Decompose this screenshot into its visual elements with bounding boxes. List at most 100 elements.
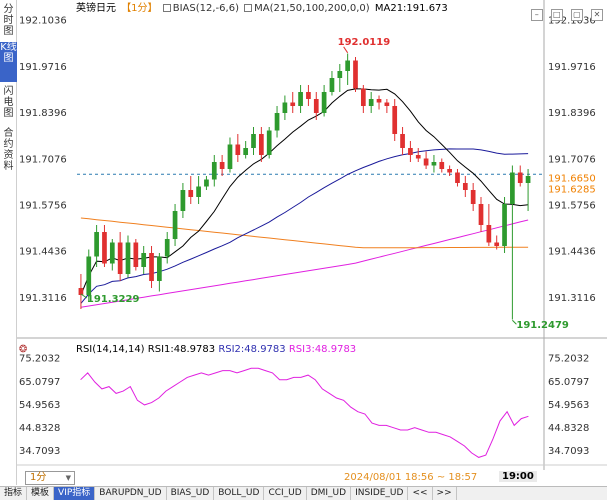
candle-body bbox=[376, 99, 382, 103]
rsi-tick-label-left: 65.0797 bbox=[19, 377, 60, 388]
price-tick-label-right: 191.5756 bbox=[548, 201, 596, 212]
candle-body bbox=[510, 172, 515, 204]
candle-body bbox=[188, 190, 194, 197]
ma21-line bbox=[80, 88, 529, 296]
candle-body bbox=[298, 92, 303, 106]
indicator-tab-bar: 指标 模板 VIP指标 BARUPDN_UD BIAS_UD BOLL_UD C… bbox=[0, 486, 607, 500]
candle-body bbox=[439, 162, 445, 169]
tab-boll[interactable]: BOLL_UD bbox=[214, 487, 265, 500]
candle-body bbox=[86, 256, 92, 295]
time-range-readout: 2024/08/01 18:56 ~ 18:57 bbox=[344, 472, 478, 483]
price-tick-label-left: 191.4436 bbox=[19, 247, 67, 258]
rsi-tick-label-right: 75.2032 bbox=[548, 354, 589, 365]
candle-body bbox=[502, 204, 507, 246]
rsi-tick-label-left: 54.9563 bbox=[19, 400, 60, 411]
restore-icon[interactable]: □ bbox=[550, 9, 563, 21]
minimize-icon[interactable]: – bbox=[530, 9, 543, 21]
candle-body bbox=[368, 99, 374, 106]
scroll-left-button[interactable]: << bbox=[408, 487, 433, 500]
time-end-readout: 19:00 bbox=[499, 471, 537, 482]
price-tick-label-right: 191.9716 bbox=[548, 62, 596, 73]
candle-body bbox=[282, 102, 288, 113]
tab-cci[interactable]: CCI_UD bbox=[264, 487, 307, 500]
candle-body bbox=[196, 186, 201, 197]
candle-body bbox=[423, 158, 429, 166]
tab-indicator[interactable]: 指标 bbox=[0, 487, 28, 500]
candle-body bbox=[157, 256, 162, 281]
candle-body bbox=[251, 134, 256, 148]
rsi-tick-label-right: 34.7093 bbox=[548, 446, 589, 457]
maximize-icon[interactable]: ▢ bbox=[570, 9, 583, 21]
candle-body bbox=[408, 148, 413, 155]
scroll-right-button[interactable]: >> bbox=[433, 487, 457, 500]
ma-label: MA(21,50,100,200,0,0) bbox=[254, 3, 370, 14]
candle-body bbox=[470, 190, 476, 204]
window-buttons: – □ ▢ ✕ bbox=[528, 2, 603, 21]
candle-body bbox=[274, 113, 280, 131]
candle-body bbox=[204, 179, 209, 187]
rsi3-value: RSI3:48.9783 bbox=[288, 344, 357, 355]
candle-body bbox=[125, 242, 131, 274]
candle-body bbox=[431, 162, 437, 166]
candle-body bbox=[486, 225, 492, 243]
tab-template[interactable]: 模板 bbox=[27, 487, 55, 500]
candle-body bbox=[400, 134, 405, 148]
period-select-value: 1分 bbox=[30, 472, 47, 483]
price-tick-label-right: 191.3116 bbox=[548, 293, 596, 304]
bias-label: BIAS(12,-6,6) bbox=[172, 3, 239, 14]
ma21-value: MA21:191.673 bbox=[374, 3, 448, 14]
low-annotation-pointer bbox=[512, 319, 517, 325]
candle-body bbox=[455, 172, 460, 183]
tab-contract-info[interactable]: 合约资料 bbox=[3, 128, 14, 172]
tab-dmi[interactable]: DMI_UD bbox=[307, 487, 352, 500]
ma-checkbox[interactable] bbox=[244, 4, 253, 12]
price-tick-label-left: 191.8396 bbox=[19, 108, 67, 119]
rsi-tick-label-right: 65.0797 bbox=[548, 377, 589, 388]
candle-body bbox=[313, 99, 319, 113]
candle-body bbox=[517, 172, 523, 183]
bias-checkbox[interactable] bbox=[162, 4, 171, 12]
rsi-tick-label-left: 75.2032 bbox=[19, 354, 60, 365]
price-tick-label-right: 191.4436 bbox=[548, 247, 596, 258]
tab-flash[interactable]: 闪电图 bbox=[3, 86, 14, 119]
tab-barupdn[interactable]: BARUPDN_UD bbox=[95, 487, 167, 500]
candle-body bbox=[360, 88, 366, 106]
candle-body bbox=[321, 92, 327, 113]
candle-body bbox=[109, 242, 115, 264]
tab-timeshare[interactable]: 分时图 bbox=[3, 4, 14, 37]
candle-body bbox=[384, 102, 390, 106]
rsi-tick-label-left: 44.8328 bbox=[19, 423, 60, 434]
price-tick-label-left: 191.5756 bbox=[19, 201, 67, 212]
current-price-label: 191.6650 bbox=[548, 173, 596, 184]
chart-canvas[interactable]: 192.0119 191.2479 191.3229 192.1036 192.103… bbox=[17, 0, 607, 470]
ma50-line bbox=[80, 148, 529, 304]
close-icon[interactable]: ✕ bbox=[591, 9, 603, 21]
rsi2-value: RSI2:48.9783 bbox=[218, 344, 286, 355]
price-tick-label-right: 191.7076 bbox=[548, 154, 596, 165]
tab-kline[interactable]: K线图 bbox=[0, 42, 17, 82]
candle-body bbox=[478, 204, 484, 225]
period-select[interactable]: 1分 ▼ bbox=[25, 471, 75, 485]
candle-body bbox=[525, 176, 531, 183]
candle-body bbox=[392, 106, 398, 134]
high-annotation-pointer bbox=[343, 46, 349, 54]
tab-vip-indicator[interactable]: VIP指标 bbox=[54, 487, 96, 500]
instrument-name: 英镑日元 bbox=[76, 3, 116, 14]
ma200-line bbox=[80, 219, 529, 308]
price-tick-label-left: 192.1036 bbox=[19, 16, 67, 27]
candle-body bbox=[337, 71, 343, 78]
tab-bias[interactable]: BIAS_UD bbox=[167, 487, 215, 500]
candle-body bbox=[149, 253, 154, 281]
left-annotation: 191.3229 bbox=[87, 294, 140, 305]
price-tick-label-right: 192.1036 bbox=[548, 16, 596, 27]
rsi-tick-label-right: 54.9563 bbox=[548, 400, 589, 411]
candle-body bbox=[180, 190, 186, 211]
candle-body bbox=[219, 162, 225, 169]
rsi-settings-icon[interactable]: ❂ bbox=[19, 344, 28, 355]
left-tab-strip: 分时图 K线图 闪电图 合约资料 bbox=[0, 0, 17, 485]
secondary-price-label: 191.6285 bbox=[548, 184, 596, 195]
candle-body bbox=[133, 242, 139, 267]
candle-body bbox=[164, 239, 170, 257]
candle-body bbox=[415, 155, 421, 159]
tab-inside[interactable]: INSIDE_UD bbox=[351, 487, 409, 500]
